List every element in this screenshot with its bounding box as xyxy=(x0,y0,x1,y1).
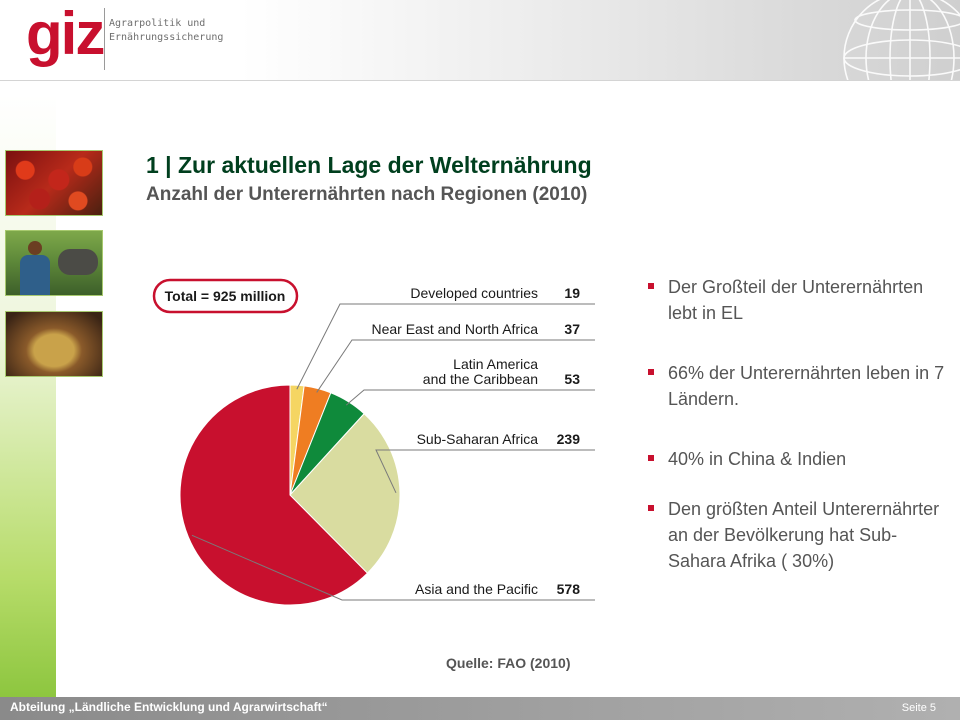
farmer-body-shape xyxy=(20,255,50,295)
total-label: Total = 925 million xyxy=(165,288,286,304)
slice-value: 53 xyxy=(564,371,580,387)
leader-line xyxy=(191,534,595,601)
slice-value: 239 xyxy=(557,431,581,447)
slice-label: Developed countries xyxy=(410,285,538,301)
leader-lines xyxy=(191,303,595,601)
globe-icon xyxy=(843,0,960,80)
farmer-head-shape xyxy=(28,241,42,255)
bullet-square-icon xyxy=(648,283,654,289)
slice-label: Near East and North Africa xyxy=(371,321,538,337)
fruit-photo xyxy=(5,150,103,216)
total-badge-outline xyxy=(152,278,299,314)
slice-value: 37 xyxy=(564,321,580,337)
bullet-square-icon xyxy=(648,369,654,375)
leader-line xyxy=(375,449,595,494)
bullet-item: 66% der Unterernährten leben in 7 Länder… xyxy=(648,360,948,412)
slice-label: Latin America xyxy=(453,356,538,372)
bullet-item: 40% in China & Indien xyxy=(648,446,948,472)
slide-subtitle: Anzahl der Unterernährten nach Regionen … xyxy=(146,184,588,205)
header-bar xyxy=(0,0,960,80)
logo-subtitle: Agrarpolitik und Ernährungssicherung xyxy=(109,17,223,45)
bullet-text: 66% der Unterernährten leben in 7 Länder… xyxy=(668,363,945,409)
logo-subtitle-line-1: Agrarpolitik und xyxy=(109,18,206,29)
grain-photo xyxy=(5,311,103,377)
leader-line xyxy=(296,303,595,390)
header-divider xyxy=(0,80,960,81)
leader-line xyxy=(345,389,595,406)
slice-label: Asia and the Pacific xyxy=(415,581,538,597)
pie-slices xyxy=(179,384,401,606)
bullet-text: Den größten Anteil Unterernährter an der… xyxy=(668,499,940,571)
bullet-square-icon xyxy=(648,505,654,511)
logo-subtitle-line-2: Ernährungssicherung xyxy=(109,32,224,43)
slice-label: and the Caribbean xyxy=(423,371,538,387)
slice-label: Sub-Saharan Africa xyxy=(417,431,539,447)
leader-line xyxy=(316,339,595,393)
bullet-text: Der Großteil der Unterernährten lebt in … xyxy=(668,277,924,323)
slide-title: 1 | Zur aktuellen Lage der Welternährung xyxy=(146,152,592,178)
logo-divider xyxy=(104,8,105,70)
slice-value: 578 xyxy=(557,581,581,597)
footer-department: Abteilung „Ländliche Entwicklung und Agr… xyxy=(10,700,328,714)
pie-slice xyxy=(289,413,401,574)
bullet-square-icon xyxy=(648,455,654,461)
slice-value: 19 xyxy=(564,285,580,301)
farmer-photo xyxy=(5,230,103,296)
ox-shape xyxy=(58,249,98,275)
footer-bar: Abteilung „Ländliche Entwicklung und Agr… xyxy=(0,697,960,720)
total-badge: Total = 925 million xyxy=(152,278,299,314)
slice-labels: Developed countries 19 Near East and North… xyxy=(371,285,580,597)
bullet-item: Der Großteil der Unterernährten lebt in … xyxy=(648,274,948,326)
giz-logo: giz xyxy=(26,0,105,67)
pie-chart: Developed countries 19 Near East and North… xyxy=(152,278,595,606)
bullet-text: 40% in China & Indien xyxy=(668,449,847,469)
bullet-item: Den größten Anteil Unterernährter an der… xyxy=(648,496,948,574)
page-number: Seite 5 xyxy=(901,702,936,714)
source-note: Quelle: FAO (2010) xyxy=(446,655,571,671)
bullet-list: Der Großteil der Unterernährten lebt in … xyxy=(648,274,948,574)
